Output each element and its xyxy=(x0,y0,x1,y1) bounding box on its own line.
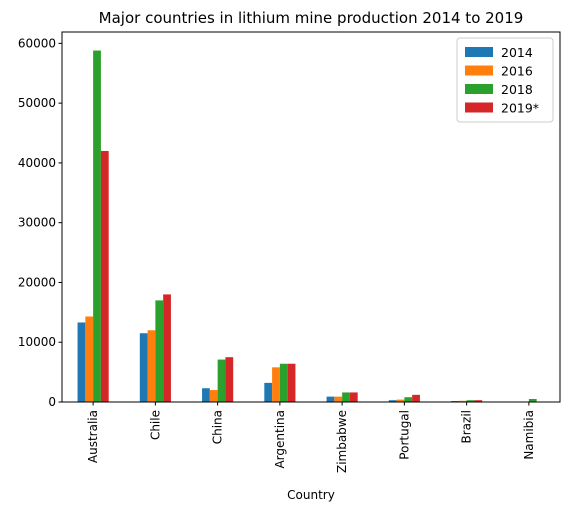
bar-brazil-2019 xyxy=(474,400,483,402)
bar-china-2014 xyxy=(202,388,210,402)
legend-swatch-2016 xyxy=(465,65,493,76)
x-tick-label-china: China xyxy=(211,410,225,444)
bar-portugal-2018 xyxy=(404,397,413,402)
legend-box xyxy=(456,37,554,123)
bar-zimbabwe-2018 xyxy=(342,392,350,402)
bar-chile-2018 xyxy=(155,300,164,402)
bar-china-2016 xyxy=(209,390,218,402)
bar-portugal-2014 xyxy=(388,400,397,402)
legend-swatch-2018 xyxy=(465,84,493,94)
y-tick-label-0: 0 xyxy=(48,395,56,409)
x-tick-label-argentina: Argentina xyxy=(273,410,287,469)
bar-portugal-2019 xyxy=(412,394,420,402)
legend-label-2016: 2016 xyxy=(501,64,533,79)
legend-label-2019: 2019* xyxy=(501,101,539,116)
legend-swatch-2019 xyxy=(465,102,493,113)
bar-chile-2014 xyxy=(139,333,148,402)
legend-swatch-2014 xyxy=(465,47,493,57)
x-tick-label-zimbabwe: Zimbabwe xyxy=(335,410,349,473)
legend-label-2014: 2014 xyxy=(501,45,533,60)
plot-frame xyxy=(61,31,561,403)
bar-china-2018 xyxy=(217,359,226,402)
y-tick-label-30000: 30000 xyxy=(18,216,56,230)
x-axis-label: Country xyxy=(287,488,335,502)
bar-argentina-2016 xyxy=(272,367,280,402)
bar-chile-2019 xyxy=(163,294,171,402)
bar-brazil-2018 xyxy=(466,400,475,402)
bar-australia-2018 xyxy=(93,50,101,402)
bar-chile-2016 xyxy=(147,330,156,402)
bar-argentina-2014 xyxy=(264,382,273,402)
x-tick-label-namibia: Namibia xyxy=(522,410,536,460)
x-tick-label-chile: Chile xyxy=(148,410,162,440)
legend: 2014 2016 2018 2019* xyxy=(456,37,554,123)
bar-zimbabwe-2016 xyxy=(334,396,343,402)
bar-portugal-2016 xyxy=(396,399,405,402)
bar-argentina-2018 xyxy=(279,363,288,402)
y-tick-label-10000: 10000 xyxy=(18,335,56,349)
y-axis: 0 10000 20000 30000 40000 50000 60000 xyxy=(18,36,62,409)
x-axis: Australia Chile China Argentina Zimbabwe Port… xyxy=(86,402,536,473)
bar-australia-2014 xyxy=(77,322,86,402)
bar-namibia-2018 xyxy=(528,399,537,402)
chart-title: Major countries in lithium mine producti… xyxy=(99,9,524,27)
y-tick-label-40000: 40000 xyxy=(18,156,56,170)
bar-australia-2016 xyxy=(85,316,94,402)
x-tick-label-australia: Australia xyxy=(86,410,100,463)
legend-label-2018: 2018 xyxy=(501,82,533,97)
bar-australia-2019 xyxy=(100,150,109,402)
y-tick-label-20000: 20000 xyxy=(18,275,56,289)
x-tick-label-portugal: Portugal xyxy=(397,410,411,460)
y-tick-label-60000: 60000 xyxy=(18,36,56,50)
bars-layer xyxy=(77,50,537,402)
x-tick-label-brazil: Brazil xyxy=(460,410,474,444)
y-tick-label-50000: 50000 xyxy=(18,96,56,110)
bar-argentina-2019 xyxy=(287,363,296,402)
bar-brazil-2016 xyxy=(458,400,467,402)
bar-china-2019 xyxy=(225,357,234,402)
bar-zimbabwe-2014 xyxy=(326,396,335,402)
bar-zimbabwe-2019 xyxy=(349,392,358,402)
